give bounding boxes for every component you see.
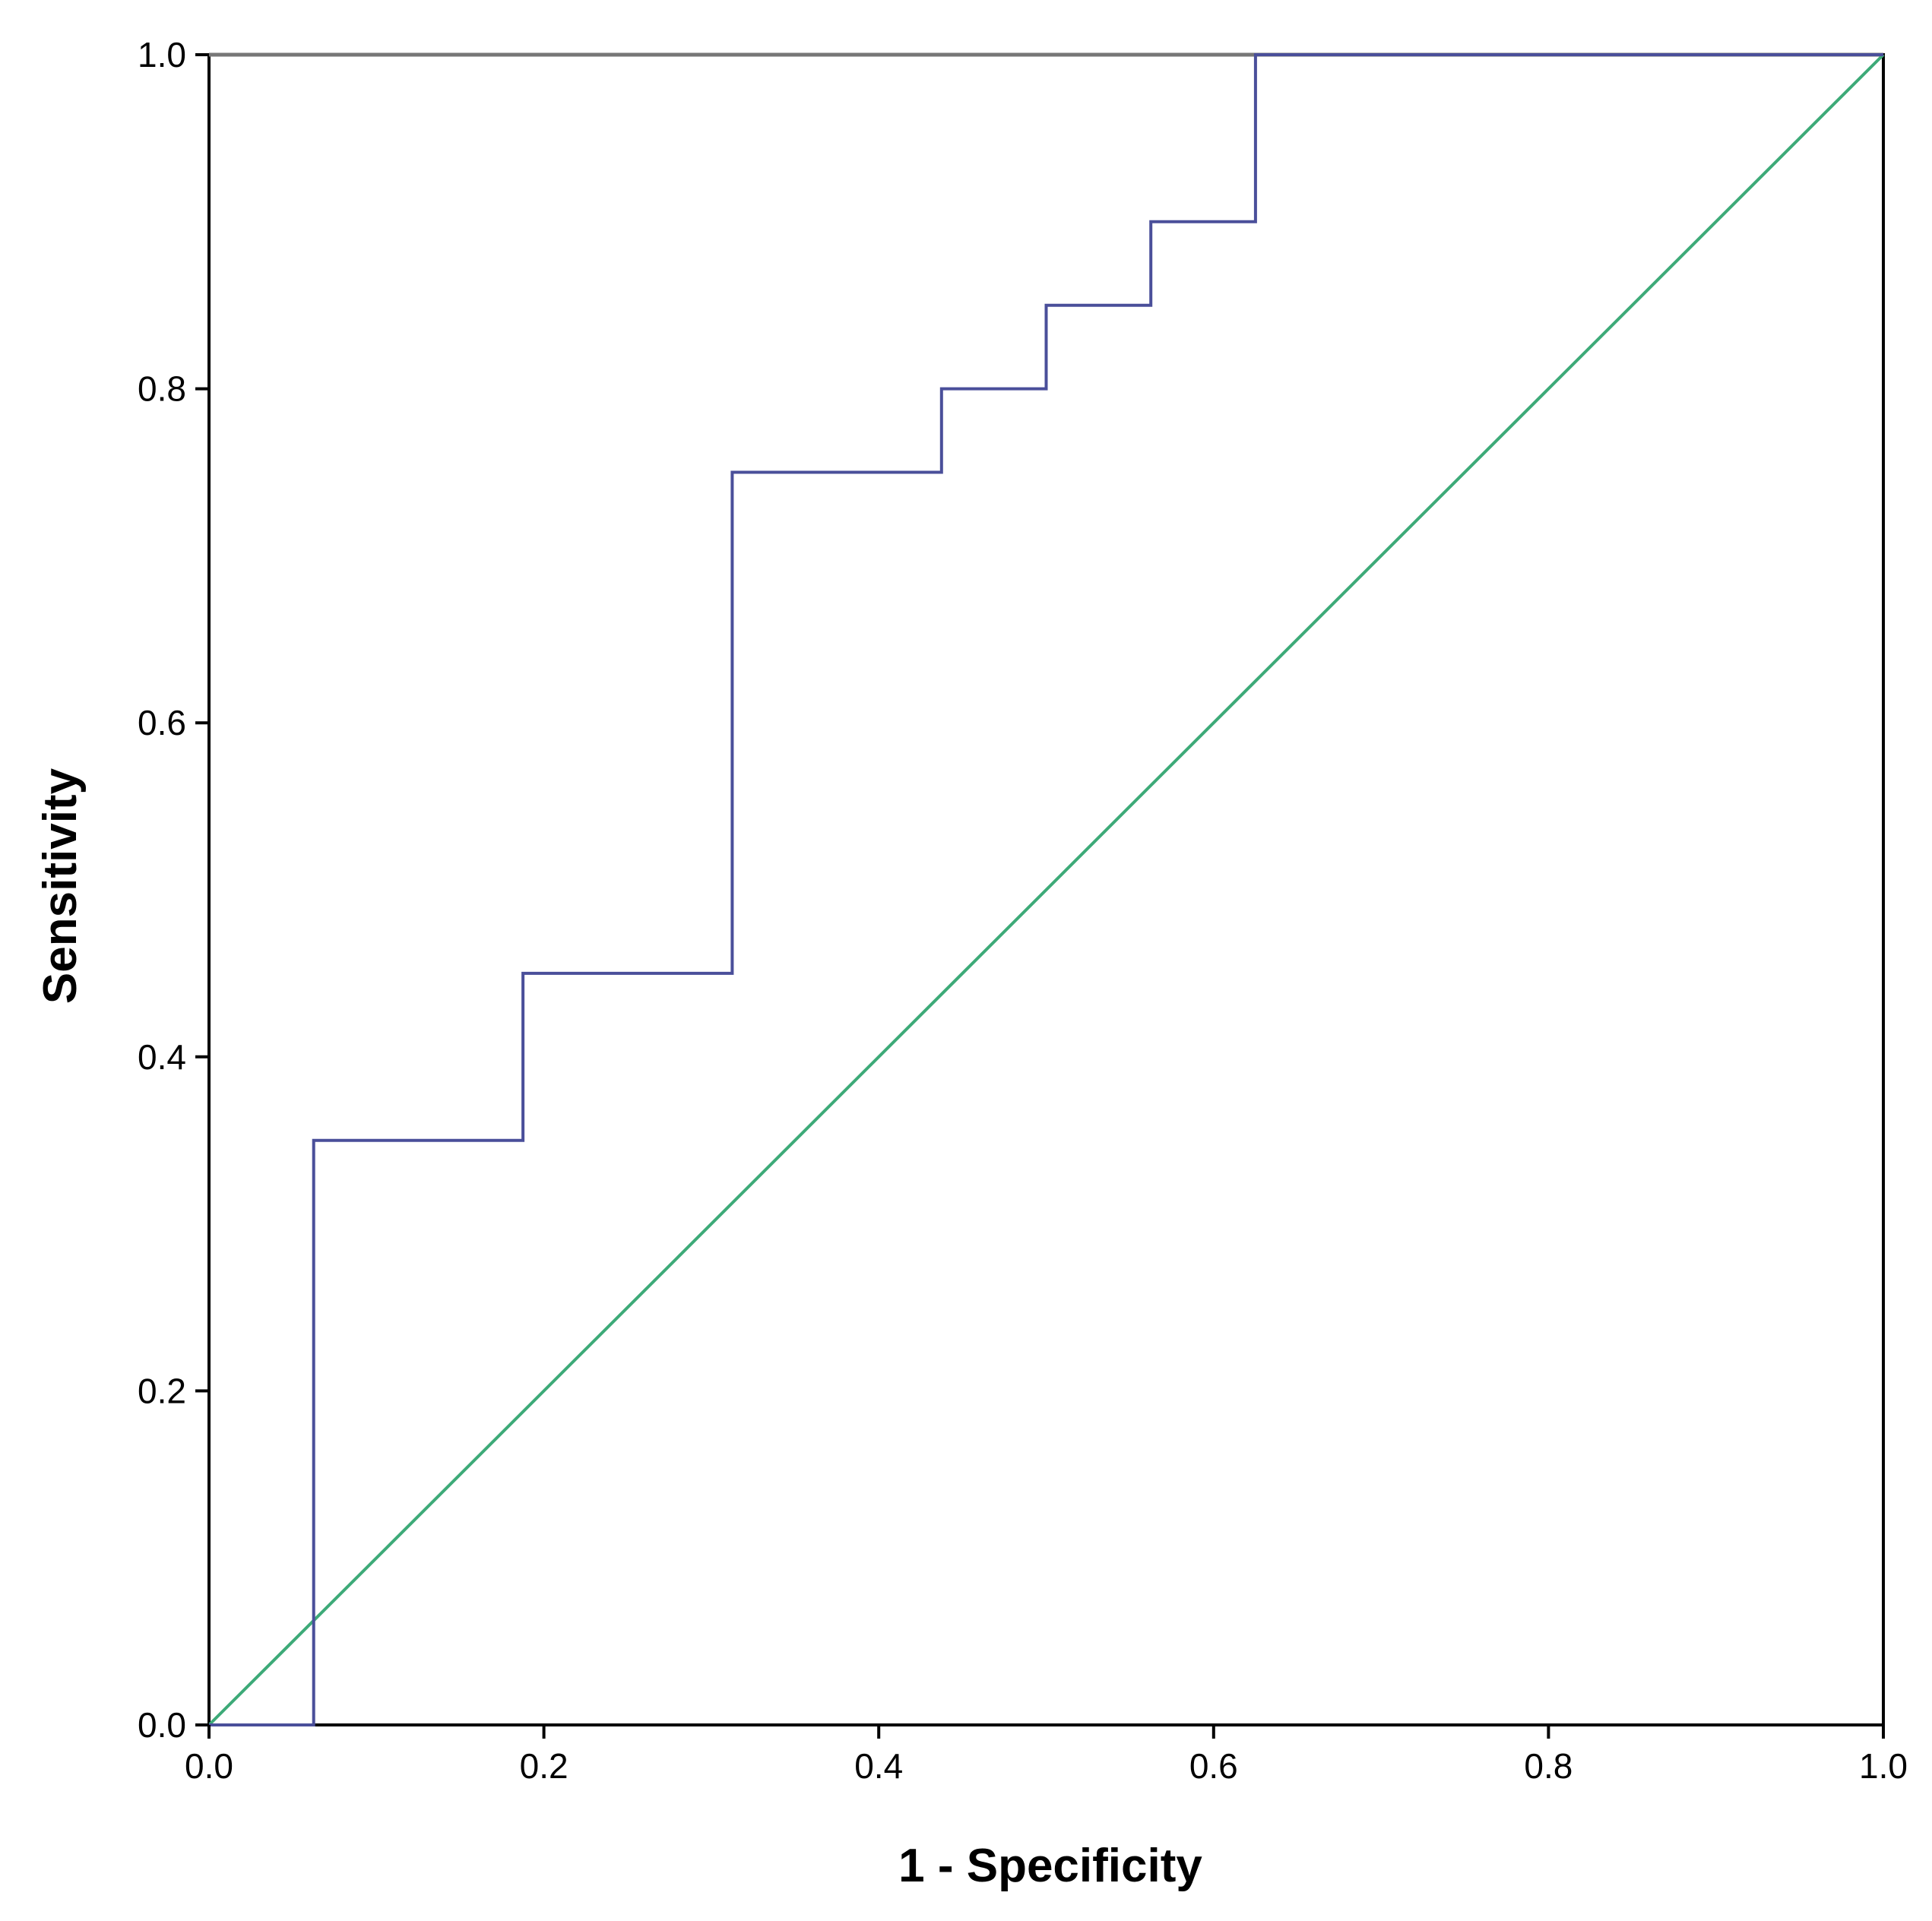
x-tick-label: 1.0: [1859, 1746, 1908, 1786]
y-tick-label: 0.0: [138, 1705, 186, 1745]
axis-ticks: 0.0 0.2 0.4 0.6 0.8 1.0 0.0 0.2 0.4 0.6 0.8 1.0: [138, 35, 1908, 1786]
x-tick-label: 0.2: [520, 1746, 569, 1786]
reference-diagonal-line: [207, 53, 1885, 1726]
y-axis-title: Sensitivity: [34, 767, 87, 1004]
y-tick-label: 0.2: [138, 1371, 186, 1410]
series-layer: [207, 53, 1885, 1726]
x-tick-label: 0.6: [1189, 1746, 1238, 1786]
x-axis-title: 1 - Specificity: [898, 1840, 1202, 1892]
x-tick-label: 0.8: [1524, 1746, 1573, 1786]
y-tick-label: 0.4: [138, 1037, 186, 1077]
y-tick-label: 0.6: [138, 703, 186, 742]
x-tick-label: 0.4: [854, 1746, 903, 1786]
roc-curve-line: [209, 53, 1883, 1726]
x-tick-label: 0.0: [185, 1746, 233, 1786]
y-tick-label: 1.0: [138, 35, 186, 74]
y-tick-label: 0.8: [138, 369, 186, 409]
